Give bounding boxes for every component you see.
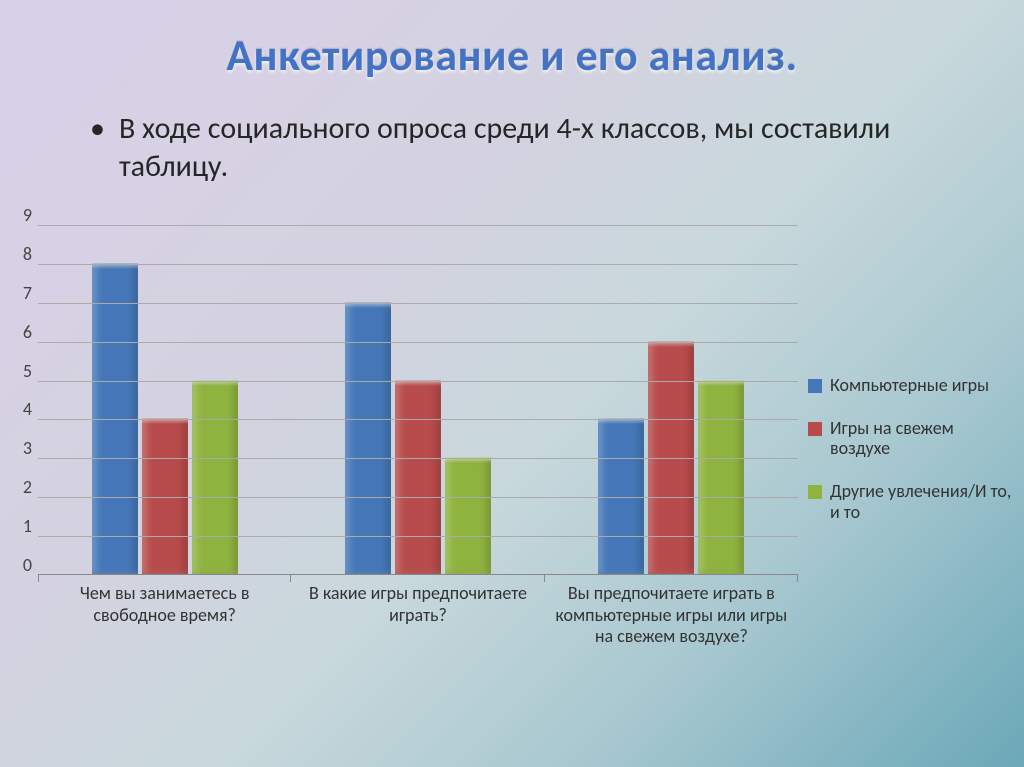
bar: [92, 263, 138, 574]
bar: [445, 457, 491, 574]
bullet-item: • В ходе социального опроса среди 4-х кл…: [0, 82, 1024, 185]
x-label: В какие игры предпочитаете играть?: [291, 583, 544, 648]
bar: [192, 380, 238, 574]
survey-chart: 9876543210 Чем вы занимаетесь в свободно…: [10, 225, 1014, 755]
slide-title: Анкетирование и его анализ.: [0, 0, 1024, 82]
legend-item: Игры на свежем воздухе: [808, 418, 1014, 459]
bar-group: [545, 225, 798, 574]
legend-label: Компьютерные игры: [830, 375, 989, 396]
bar-group: [38, 225, 291, 574]
plot-area: [38, 225, 798, 575]
legend-label: Другие увлечения/И то, и то: [830, 481, 1014, 522]
bar: [698, 380, 744, 574]
x-label: Вы предпочитаете играть в компьютерные и…: [545, 583, 798, 648]
bullet-text: В ходе социального опроса среди 4-х клас…: [119, 110, 954, 185]
bar: [142, 418, 188, 574]
bar: [648, 341, 694, 574]
legend-item: Другие увлечения/И то, и то: [808, 481, 1014, 522]
legend: Компьютерные игры Игры на свежем воздухе Д…: [798, 225, 1014, 755]
x-label: Чем вы занимаетесь в свободное время?: [38, 583, 291, 648]
legend-swatch: [808, 379, 822, 393]
x-axis: Чем вы занимаетесь в свободное время?В к…: [38, 575, 798, 648]
bullet-marker: •: [90, 110, 105, 148]
bar: [395, 380, 441, 574]
legend-swatch: [808, 422, 822, 436]
legend-label: Игры на свежем воздухе: [830, 418, 1014, 459]
y-axis: 9876543210: [10, 225, 38, 575]
bar: [598, 418, 644, 574]
legend-swatch: [808, 485, 822, 499]
bar-group: [291, 225, 544, 574]
legend-item: Компьютерные игры: [808, 375, 1014, 396]
